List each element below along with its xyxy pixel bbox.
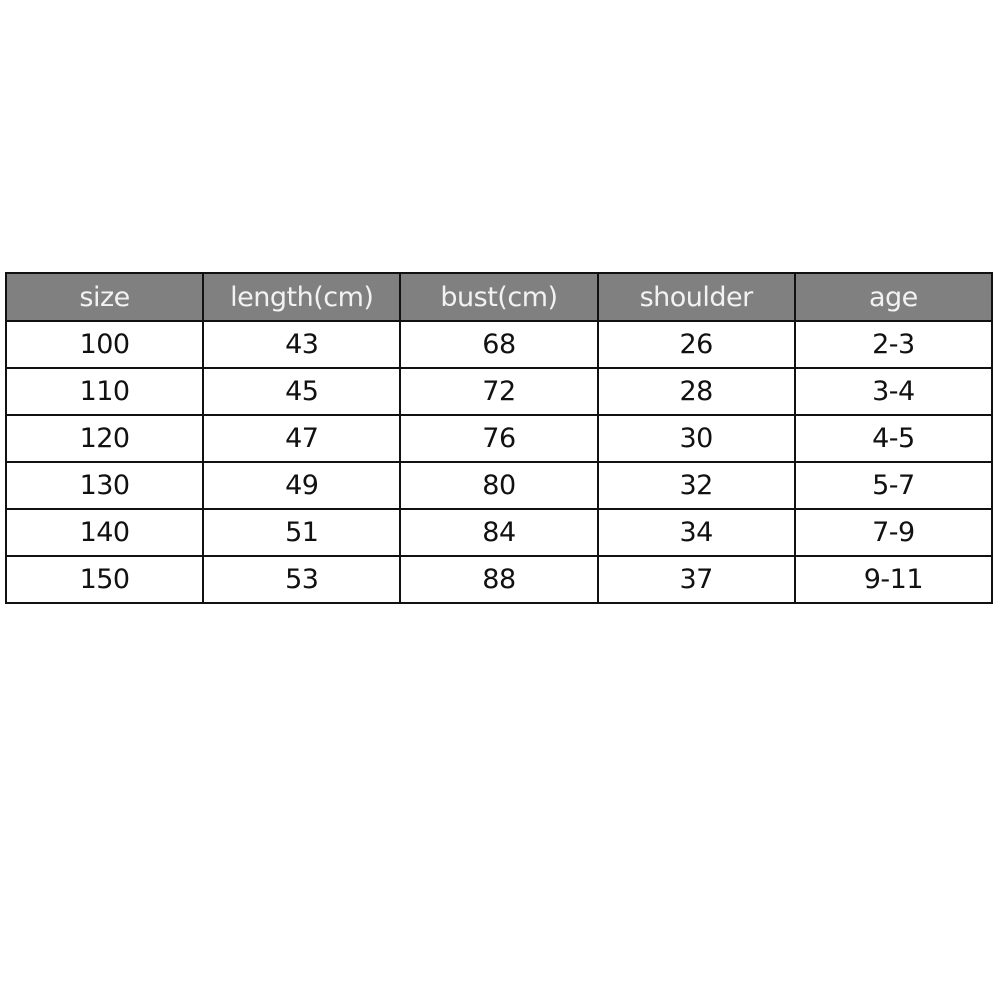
table-cell: 130 (4, 461, 205, 510)
table-cell: 68 (399, 320, 599, 369)
table-row: 150 53 88 37 9-11 (4, 555, 994, 604)
table-cell: 140 (4, 508, 205, 557)
table-cell: 72 (399, 367, 599, 416)
table-cell: 88 (399, 555, 599, 604)
table-cell: 2-3 (793, 320, 994, 369)
table-cell: 47 (202, 414, 402, 463)
table-row: 100 43 68 26 2-3 (4, 320, 994, 369)
table-cell: 5-7 (793, 461, 994, 510)
table-cell: 150 (4, 555, 205, 604)
table-cell: 26 (596, 320, 796, 369)
table-cell: 45 (202, 367, 402, 416)
table-cell: 32 (596, 461, 796, 510)
table-cell: 110 (4, 367, 205, 416)
table-cell: 120 (4, 414, 205, 463)
column-header: shoulder (596, 272, 796, 322)
table-cell: 80 (399, 461, 599, 510)
table-cell: 34 (596, 508, 796, 557)
table-cell: 100 (4, 320, 205, 369)
header-row: size length(cm) bust(cm) shoulder age (4, 272, 994, 322)
table-cell: 30 (596, 414, 796, 463)
column-header: length(cm) (202, 272, 402, 322)
table-cell: 3-4 (793, 367, 994, 416)
table-cell: 53 (202, 555, 402, 604)
column-header: bust(cm) (399, 272, 599, 322)
table-row: 130 49 80 32 5-7 (4, 461, 994, 510)
table-cell: 84 (399, 508, 599, 557)
table-cell: 9-11 (793, 555, 994, 604)
table-cell: 43 (202, 320, 402, 369)
table-row: 140 51 84 34 7-9 (4, 508, 994, 557)
table-cell: 51 (202, 508, 402, 557)
table-cell: 76 (399, 414, 599, 463)
table-cell: 4-5 (793, 414, 994, 463)
column-header: age (793, 272, 994, 322)
table-cell: 7-9 (793, 508, 994, 557)
column-header: size (4, 272, 205, 322)
table-cell: 49 (202, 461, 402, 510)
table-row: 120 47 76 30 4-5 (4, 414, 994, 463)
table-cell: 37 (596, 555, 796, 604)
table-row: 110 45 72 28 3-4 (4, 367, 994, 416)
size-chart-table: size length(cm) bust(cm) shoulder age 100 43 6… (4, 272, 994, 604)
table-cell: 28 (596, 367, 796, 416)
